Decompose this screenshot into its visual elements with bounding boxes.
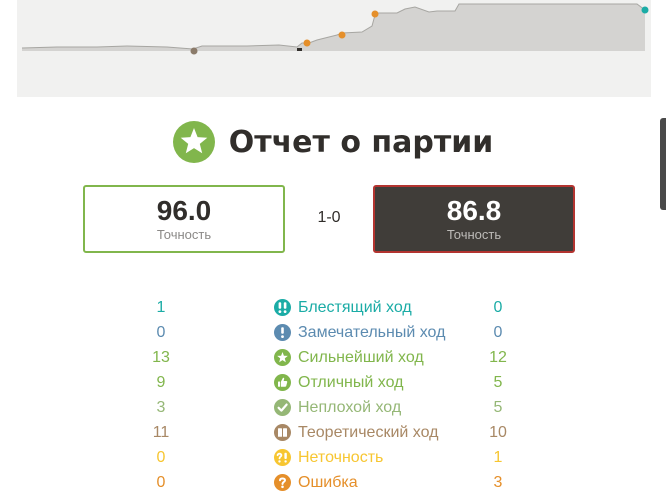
stat-row-book: 11 Теоретический ход 10 xyxy=(0,420,666,445)
stat-row-good: 3 Неплохой ход 5 xyxy=(0,395,666,420)
stat-row-great: 0 Замечательный ход 0 xyxy=(0,320,666,345)
stat-row-inaccuracy: 0 Неточность 1 xyxy=(0,445,666,470)
question-icon xyxy=(274,474,291,491)
white-count: 1 xyxy=(156,299,166,316)
white-accuracy-label: Точность xyxy=(156,227,212,242)
white-count: 11 xyxy=(152,424,170,441)
move-marker-1[interactable] xyxy=(190,47,198,55)
graph-cursor xyxy=(297,48,302,51)
white-count: 9 xyxy=(156,374,166,391)
evaluation-area xyxy=(22,4,645,51)
stat-row-mistake: 0 Ошибка 3 xyxy=(0,470,666,495)
classification-label: Блестящий ход xyxy=(298,299,412,316)
classification-label: Сильнейший ход xyxy=(298,349,424,366)
evaluation-graph-svg xyxy=(21,3,649,55)
game-report-header: Отчет о партии xyxy=(0,120,666,164)
black-accuracy-value: 86.8 xyxy=(446,195,502,226)
page-title: Отчет о партии xyxy=(228,124,494,160)
white-accuracy-box: 96.0 Точность xyxy=(83,185,285,253)
classification-label: Ошибка xyxy=(298,474,358,491)
white-count: 0 xyxy=(156,449,166,466)
stat-row-brilliant: 1 Блестящий ход 0 xyxy=(0,295,666,320)
classification-label: Неплохой ход xyxy=(298,399,402,416)
star-icon xyxy=(274,349,291,366)
move-marker-3[interactable] xyxy=(338,31,346,39)
white-count: 0 xyxy=(156,324,166,341)
black-count: 5 xyxy=(493,399,503,416)
black-count: 3 xyxy=(493,474,503,491)
checkmark-icon xyxy=(274,399,291,416)
black-accuracy-box: 86.8 Точность xyxy=(373,185,575,253)
black-count: 10 xyxy=(489,424,507,441)
scrollbar[interactable] xyxy=(660,118,666,210)
exclamation-icon xyxy=(274,324,291,341)
evaluation-graph[interactable] xyxy=(17,0,651,97)
game-result: 1-0 xyxy=(317,209,341,226)
white-count: 0 xyxy=(156,474,166,491)
book-icon xyxy=(274,424,291,441)
thumbs-up-icon xyxy=(274,374,291,391)
stat-row-excellent: 9 Отличный ход 5 xyxy=(0,370,666,395)
black-count: 1 xyxy=(493,449,503,466)
black-accuracy-label: Точность xyxy=(446,227,502,242)
star-icon xyxy=(172,121,215,163)
classification-label: Замечательный ход xyxy=(298,324,446,341)
classification-label: Неточность xyxy=(298,449,384,466)
move-marker-4[interactable] xyxy=(371,10,379,18)
move-marker-5[interactable] xyxy=(641,6,649,14)
question-exclamation-icon xyxy=(274,449,291,466)
white-accuracy-value: 96.0 xyxy=(156,195,212,226)
black-count: 12 xyxy=(489,349,507,366)
stat-row-best: 13 Сильнейший ход 12 xyxy=(0,345,666,370)
double-exclamation-icon xyxy=(274,299,291,316)
move-marker-2[interactable] xyxy=(303,39,311,47)
black-count: 0 xyxy=(493,324,503,341)
classification-label: Отличный ход xyxy=(298,374,404,391)
white-count: 13 xyxy=(152,349,170,366)
black-count: 5 xyxy=(493,374,503,391)
white-count: 3 xyxy=(156,399,166,416)
classification-label: Теоретический ход xyxy=(298,424,439,441)
black-count: 0 xyxy=(493,299,503,316)
